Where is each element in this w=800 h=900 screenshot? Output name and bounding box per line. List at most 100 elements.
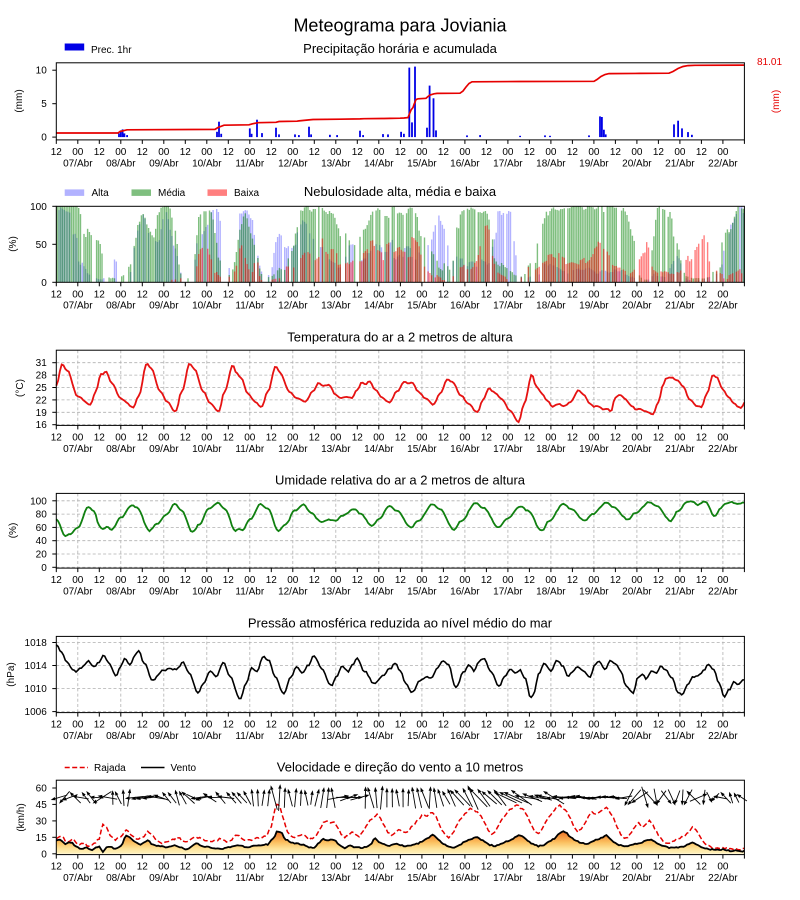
svg-text:12: 12 <box>223 575 235 586</box>
svg-text:13/Abr: 13/Abr <box>321 301 351 312</box>
svg-text:21/Abr: 21/Abr <box>665 587 695 598</box>
svg-text:10/Abr: 10/Abr <box>192 301 222 312</box>
svg-text:15/Abr: 15/Abr <box>407 731 437 742</box>
svg-text:(°C): (°C) <box>15 379 26 397</box>
svg-text:00: 00 <box>115 575 127 586</box>
svg-text:00: 00 <box>717 432 729 443</box>
svg-text:12: 12 <box>137 720 149 731</box>
svg-text:45: 45 <box>36 800 48 811</box>
svg-text:Baixa: Baixa <box>234 188 259 199</box>
svg-text:12: 12 <box>309 575 321 586</box>
svg-text:07/Abr: 07/Abr <box>63 731 93 742</box>
svg-text:20/Abr: 20/Abr <box>622 587 652 598</box>
svg-text:80: 80 <box>36 510 48 521</box>
svg-text:12: 12 <box>137 575 149 586</box>
svg-text:00: 00 <box>459 289 471 300</box>
svg-text:1006: 1006 <box>25 707 48 718</box>
svg-text:12/Abr: 12/Abr <box>278 444 308 455</box>
svg-text:12: 12 <box>137 432 149 443</box>
svg-text:(mm): (mm) <box>14 89 25 112</box>
svg-text:17/Abr: 17/Abr <box>493 587 523 598</box>
svg-text:00: 00 <box>244 432 256 443</box>
svg-text:00: 00 <box>330 720 342 731</box>
svg-text:00: 00 <box>588 575 600 586</box>
svg-text:22/Abr: 22/Abr <box>708 873 738 884</box>
svg-text:19/Abr: 19/Abr <box>579 158 609 169</box>
svg-text:00: 00 <box>330 432 342 443</box>
svg-text:15/Abr: 15/Abr <box>407 158 437 169</box>
svg-text:12: 12 <box>696 432 708 443</box>
svg-text:0: 0 <box>41 133 47 144</box>
svg-text:12: 12 <box>567 575 579 586</box>
svg-text:17/Abr: 17/Abr <box>493 301 523 312</box>
svg-text:(mm): (mm) <box>771 90 782 113</box>
svg-text:18/Abr: 18/Abr <box>536 731 566 742</box>
svg-text:16/Abr: 16/Abr <box>450 158 480 169</box>
svg-text:17/Abr: 17/Abr <box>493 873 523 884</box>
svg-text:00: 00 <box>502 147 514 158</box>
svg-text:11/Abr: 11/Abr <box>235 444 264 455</box>
svg-text:00: 00 <box>244 289 256 300</box>
svg-text:12: 12 <box>481 432 493 443</box>
svg-text:00: 00 <box>631 862 643 873</box>
svg-text:00: 00 <box>373 862 385 873</box>
svg-text:12: 12 <box>610 720 622 731</box>
svg-text:12: 12 <box>266 720 278 731</box>
svg-text:00: 00 <box>588 432 600 443</box>
svg-text:00: 00 <box>502 432 514 443</box>
svg-text:19/Abr: 19/Abr <box>579 731 609 742</box>
svg-text:00: 00 <box>201 575 213 586</box>
svg-text:00: 00 <box>674 575 686 586</box>
svg-text:13/Abr: 13/Abr <box>321 158 351 169</box>
svg-text:00: 00 <box>158 720 170 731</box>
svg-text:00: 00 <box>72 720 84 731</box>
svg-text:12: 12 <box>567 720 579 731</box>
svg-text:00: 00 <box>588 147 600 158</box>
svg-text:00: 00 <box>201 720 213 731</box>
svg-text:15/Abr: 15/Abr <box>407 444 437 455</box>
svg-text:25: 25 <box>36 383 48 394</box>
svg-text:17/Abr: 17/Abr <box>493 158 523 169</box>
svg-text:16/Abr: 16/Abr <box>450 587 480 598</box>
svg-text:00: 00 <box>631 432 643 443</box>
svg-text:12: 12 <box>610 289 622 300</box>
svg-text:11/Abr: 11/Abr <box>235 158 264 169</box>
svg-text:12: 12 <box>51 147 63 158</box>
svg-text:00: 00 <box>158 432 170 443</box>
svg-text:12: 12 <box>309 720 321 731</box>
svg-text:00: 00 <box>674 862 686 873</box>
svg-text:12: 12 <box>610 862 622 873</box>
svg-text:00: 00 <box>72 289 84 300</box>
svg-text:12: 12 <box>524 862 536 873</box>
svg-text:12: 12 <box>309 147 321 158</box>
svg-text:12: 12 <box>524 720 536 731</box>
svg-text:14/Abr: 14/Abr <box>364 301 394 312</box>
svg-text:12: 12 <box>481 147 493 158</box>
svg-text:00: 00 <box>459 720 471 731</box>
svg-text:12: 12 <box>438 147 450 158</box>
svg-text:19: 19 <box>36 408 48 419</box>
svg-text:00: 00 <box>287 720 299 731</box>
svg-text:00: 00 <box>674 289 686 300</box>
svg-text:00: 00 <box>459 575 471 586</box>
svg-text:00: 00 <box>545 432 557 443</box>
svg-text:12: 12 <box>567 862 579 873</box>
svg-text:Pressão atmosférica reduzida a: Pressão atmosférica reduzida ao nível mé… <box>248 616 553 631</box>
svg-text:00: 00 <box>244 147 256 158</box>
svg-text:00: 00 <box>373 147 385 158</box>
svg-text:12: 12 <box>309 432 321 443</box>
svg-text:12: 12 <box>180 575 192 586</box>
svg-text:00: 00 <box>373 575 385 586</box>
svg-text:12: 12 <box>180 147 192 158</box>
svg-text:00: 00 <box>717 147 729 158</box>
svg-text:09/Abr: 09/Abr <box>149 873 179 884</box>
svg-text:00: 00 <box>330 862 342 873</box>
svg-text:18/Abr: 18/Abr <box>536 587 566 598</box>
svg-text:08/Abr: 08/Abr <box>106 444 136 455</box>
svg-text:16/Abr: 16/Abr <box>450 873 480 884</box>
svg-text:12: 12 <box>51 575 63 586</box>
svg-text:17/Abr: 17/Abr <box>493 444 523 455</box>
svg-text:14/Abr: 14/Abr <box>364 731 394 742</box>
svg-text:14/Abr: 14/Abr <box>364 444 394 455</box>
svg-text:00: 00 <box>72 862 84 873</box>
